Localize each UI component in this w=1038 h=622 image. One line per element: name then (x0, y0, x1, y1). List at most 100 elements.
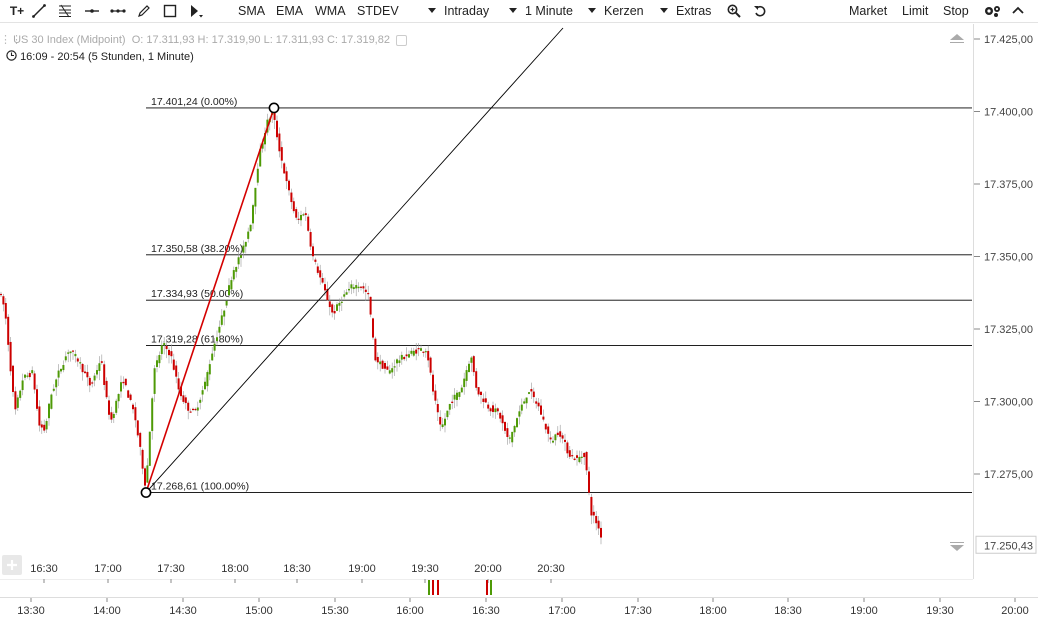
candle-body (460, 387, 463, 393)
fib-anchor-start[interactable] (140, 487, 152, 498)
overview-tick-label: 15:30 (321, 605, 349, 617)
candle-body (139, 432, 142, 447)
candle-body (7, 316, 10, 345)
candle-body (537, 402, 540, 407)
candle-body (312, 246, 314, 257)
instrument-settings-icon[interactable] (396, 34, 408, 46)
undo-icon[interactable] (753, 0, 771, 22)
chart-type-dropdown[interactable]: Kerzen (588, 0, 644, 22)
candle-body (427, 350, 430, 361)
indicator-wma-button[interactable]: WMA (315, 4, 346, 18)
candle-body (544, 423, 547, 430)
volume-bar (428, 580, 430, 595)
price-chart[interactable]: 17.425,00 17.400,00 17.375,00 17.350,00 17.3… (0, 24, 1038, 622)
candle-body (518, 411, 521, 417)
fib-anchor-end[interactable] (268, 102, 280, 114)
candle-body (244, 241, 247, 247)
fib-level-label: 17.401,24 (0.00%) (151, 96, 237, 108)
candle-body (343, 294, 346, 297)
candle-body (225, 300, 228, 306)
candle-body (492, 405, 494, 412)
fibonacci-tool[interactable] (58, 0, 76, 22)
pencil-tool[interactable] (137, 0, 155, 22)
candle-body (247, 231, 250, 239)
volume-bar (432, 580, 434, 595)
candle-body (16, 397, 19, 408)
dotted-line-tool[interactable] (110, 0, 128, 22)
horizontal-line-tool[interactable] (84, 0, 102, 22)
time-tick-label: 20:30 (537, 563, 565, 575)
extras-label: Extras (676, 4, 712, 18)
chart-toolbar: T+ SMA EMA WMA STDEV Intraday 1 Minute K… (0, 0, 1038, 23)
candle-body (448, 404, 451, 410)
candle-body (4, 303, 7, 319)
candle-body (350, 284, 353, 289)
rectangle-tool[interactable] (163, 0, 181, 22)
settings-icon[interactable] (984, 0, 1002, 22)
indicator-stdev-button[interactable]: STDEV (357, 4, 399, 18)
order-limit-button[interactable]: Limit (902, 4, 929, 18)
timeframe-dropdown[interactable]: Intraday (428, 0, 489, 22)
chevron-down-icon (660, 8, 668, 14)
candle-body (367, 292, 370, 295)
time-tick-label: 18:00 (221, 563, 249, 575)
candle-body (348, 288, 350, 291)
candle-body (105, 380, 108, 398)
candle-body (220, 315, 223, 325)
candle-body (468, 363, 470, 373)
candle-body (520, 404, 523, 411)
candle-body (235, 267, 238, 272)
candle-body (129, 394, 132, 400)
candle-body (69, 351, 72, 354)
candle-body (204, 381, 206, 390)
candle-body (100, 361, 103, 363)
candle-body (33, 373, 36, 390)
timeframe-label: Intraday (444, 4, 490, 18)
indicator-ema-button[interactable]: EMA (276, 4, 304, 18)
candle-body (549, 437, 552, 440)
candle-body (456, 392, 458, 400)
collapse-icon[interactable] (1011, 0, 1029, 22)
candle-body (405, 354, 408, 357)
candle-body (141, 449, 144, 469)
pointer-tool[interactable] (188, 0, 206, 22)
candle-body (410, 350, 413, 354)
volume-bar (437, 580, 439, 595)
candle-body (230, 280, 233, 290)
fib-trend-line[interactable] (145, 107, 275, 493)
order-market-button[interactable]: Market (849, 4, 888, 18)
line-tool[interactable] (32, 0, 50, 22)
overview-tick-label: 16:00 (396, 605, 424, 617)
candle-body (398, 360, 401, 363)
candle-body (345, 292, 348, 295)
candle-body (254, 187, 257, 207)
zoom-icon[interactable] (727, 0, 745, 22)
interval-dropdown[interactable]: 1 Minute (509, 0, 573, 22)
crosshair-text-tool[interactable]: T+ (9, 4, 25, 18)
candle-body (530, 389, 533, 392)
candle-body (14, 391, 17, 410)
candle-body (237, 257, 240, 265)
candle-body (132, 404, 134, 410)
scroll-down-icon[interactable] (950, 545, 964, 551)
candle-body (156, 360, 158, 367)
candle-body (501, 415, 504, 424)
candle-body (93, 375, 96, 381)
order-stop-button[interactable]: Stop (943, 4, 969, 18)
candle-body (446, 410, 449, 418)
extras-dropdown[interactable]: Extras (660, 0, 711, 22)
overview-tick-label: 15:00 (245, 605, 273, 617)
last-price-box (975, 535, 1037, 554)
diagonal-trend-line[interactable] (145, 27, 564, 493)
price-tick-label: 17.350,00 (984, 252, 1033, 264)
candle-body (0, 293, 2, 296)
candle-body (552, 440, 554, 443)
candle-body (463, 378, 466, 388)
indicator-sma-button[interactable]: SMA (238, 4, 266, 18)
scroll-up-icon[interactable] (950, 34, 964, 40)
candle-body (484, 398, 487, 403)
candle-body (422, 351, 425, 353)
candle-body (597, 520, 600, 529)
candle-body (259, 149, 262, 167)
candle-body (417, 348, 420, 350)
